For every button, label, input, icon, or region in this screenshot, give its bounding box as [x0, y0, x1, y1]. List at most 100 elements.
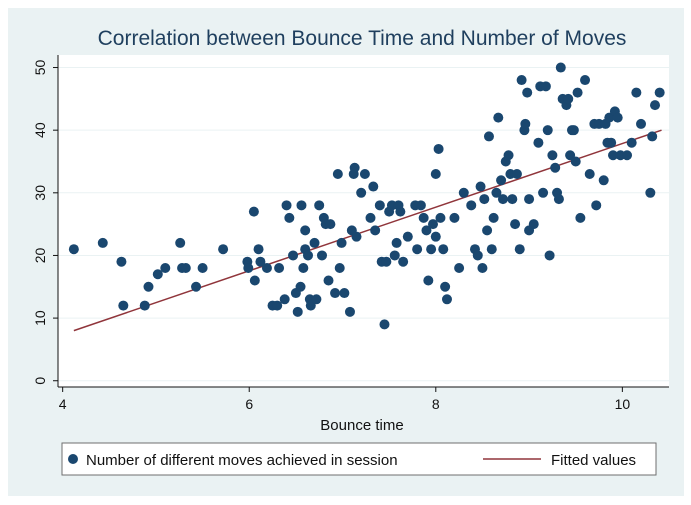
scatter-point [296, 200, 307, 211]
scatter-point [533, 137, 544, 148]
scatter-point [466, 200, 477, 211]
scatter-point [550, 162, 561, 173]
y-tick-label: 10 [32, 310, 48, 326]
y-tick-label: 20 [32, 247, 48, 263]
scatter-point [507, 194, 518, 205]
scatter-point [636, 118, 647, 129]
y-tick-label: 40 [32, 122, 48, 138]
x-ticks: 4 6 8 10 [59, 387, 631, 412]
scatter-point [486, 244, 497, 255]
scatter-point [430, 169, 441, 180]
scatter-point [511, 169, 522, 180]
scatter-point [598, 175, 609, 186]
scatter-point [496, 175, 507, 186]
scatter-point [540, 81, 551, 92]
scatter-point [435, 212, 446, 223]
fitted-line [73, 129, 662, 332]
scatter-point [295, 281, 306, 292]
scatter-point [608, 150, 619, 161]
scatter-point [479, 194, 490, 205]
scatter-point [477, 262, 488, 273]
scatter-point [412, 244, 423, 255]
scatter-point [351, 231, 362, 242]
scatter-point [441, 294, 452, 305]
scatter-point [440, 281, 451, 292]
scatter-point [563, 93, 574, 104]
scatter-point [575, 212, 586, 223]
scatter-point [650, 100, 661, 111]
scatter-point [423, 275, 434, 286]
y-tick-label: 0 [32, 377, 48, 385]
scatter-point [449, 212, 460, 223]
y-ticks: 0 10 20 30 40 50 [32, 60, 58, 385]
scatter-point [368, 181, 379, 192]
scatter-point [544, 250, 555, 261]
scatter-point [430, 231, 441, 242]
scatter-point [218, 244, 229, 255]
scatter-point [584, 169, 595, 180]
scatter-point [483, 131, 494, 142]
scatter-point [528, 219, 539, 230]
scatter-point [279, 294, 290, 305]
axes [57, 55, 669, 388]
scatter-point [395, 206, 406, 217]
scatter-point [522, 87, 533, 98]
scatter-point [344, 306, 355, 317]
scatter-point [191, 281, 202, 292]
scatter-point [398, 256, 409, 267]
scatter-point [349, 162, 360, 173]
scatter-point [488, 212, 499, 223]
scatter-point [143, 281, 154, 292]
legend: Number of different moves achieved in se… [61, 442, 657, 476]
scatter-point [572, 87, 583, 98]
scatter-point [284, 212, 295, 223]
scatter-point [622, 150, 633, 161]
scatter-point [139, 300, 150, 311]
scatter-point [248, 206, 259, 217]
scatter-point [381, 256, 392, 267]
scatter-point [547, 150, 558, 161]
scatter-point [356, 187, 367, 198]
scatter-point [391, 237, 402, 248]
legend-marker-scatter [68, 454, 78, 464]
scatter-point [336, 237, 347, 248]
scatter-point [421, 225, 432, 236]
scatter-point [570, 156, 581, 167]
scatter-point [152, 269, 163, 280]
scatter-point [427, 219, 438, 230]
scatter-point [472, 250, 483, 261]
scatter-point [197, 262, 208, 273]
scatter-point [612, 112, 623, 123]
scatter-point [389, 250, 400, 261]
scatter-point [288, 250, 299, 261]
scatter-point [524, 194, 535, 205]
legend-box [61, 442, 657, 476]
scatter-point [458, 187, 469, 198]
scatter-point [272, 300, 283, 311]
scatter-point [606, 137, 617, 148]
scatter-point [542, 125, 553, 136]
y-tick-label: 30 [32, 185, 48, 201]
scatter-point [309, 237, 320, 248]
fitted-line-layer [73, 129, 662, 332]
scatter-point [497, 194, 508, 205]
plot-area [58, 55, 669, 387]
x-tick-label: 10 [615, 396, 631, 412]
scatter-point [274, 262, 285, 273]
x-tick-label: 8 [432, 396, 440, 412]
x-tick-label: 4 [59, 396, 67, 412]
scatter-point [482, 225, 493, 236]
scatter-point [316, 250, 327, 261]
scatter-point [325, 219, 336, 230]
scatter-point [402, 231, 413, 242]
scatter-point [580, 75, 591, 86]
scatter-point [626, 137, 637, 148]
scatter-point [323, 275, 334, 286]
scatter-point [493, 112, 504, 123]
scatter-point [475, 181, 486, 192]
scatter-point [516, 75, 527, 86]
scatter-point [243, 262, 254, 273]
scatter-point [334, 262, 345, 273]
scatter-point [339, 288, 350, 299]
scatter-point [555, 62, 566, 73]
